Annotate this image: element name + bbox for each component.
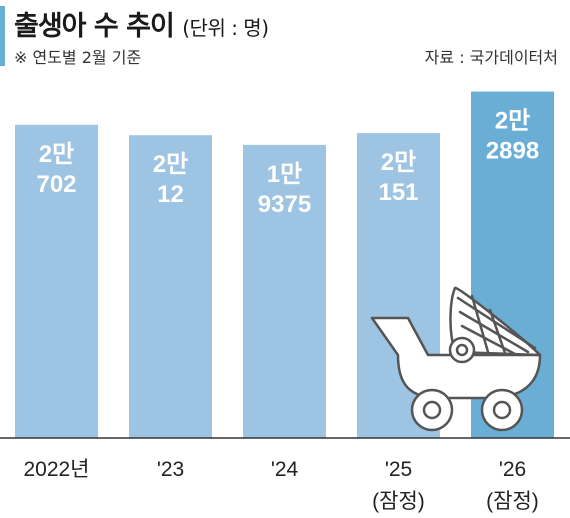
bars-group (15, 91, 554, 439)
x-tick-label-2-0: '24 (271, 458, 299, 481)
title-accent-bar (0, 6, 5, 66)
bar-labels-group: 2만 702 2만 12 1만 9375 2만 151 2만 2898 (36, 108, 539, 218)
bar-2 (243, 144, 326, 438)
x-tick-labels-group: 2022년 '23 '24 '25 (잠정) '26 (잠정) (23, 458, 538, 513)
x-tick-label-3-0: '25 (385, 458, 412, 481)
x-tick-label-4-0: '26 (499, 458, 526, 481)
chart-title-text: 출생아 수 추이 (14, 11, 175, 42)
bar-value-label-0-1: 702 (36, 171, 76, 198)
unit-label: (단위 : 명) (182, 16, 269, 40)
chart-note: ※ 연도별 2월 기준 (14, 48, 142, 67)
bar-value-label-1-1: 12 (157, 181, 184, 208)
bar-value-label-1-0: 2만 (153, 151, 188, 178)
x-tick-label-1-0: '23 (157, 458, 184, 481)
bar-value-label-2-1: 9375 (258, 191, 311, 218)
x-tick-label-3-1: (잠정) (372, 490, 425, 513)
bar-value-label-3-1: 151 (378, 179, 418, 206)
baby-stroller-icon (370, 286, 542, 432)
x-tick-label-0-0: 2022년 (23, 458, 89, 481)
bar-value-label-4-0: 2만 (495, 108, 530, 135)
bar-1 (129, 135, 212, 439)
x-tick-label-4-1: (잠정) (486, 490, 539, 513)
bar-value-label-0-0: 2만 (39, 141, 74, 168)
bar-value-label-3-0: 2만 (381, 149, 416, 176)
bar-value-label-2-0: 1만 (267, 161, 302, 188)
bar-value-label-4-1: 2898 (486, 138, 539, 165)
source-label: 자료 : 국가데이터처 (424, 48, 558, 67)
chart-title: 출생아 수 추이 (단위 : 명) (14, 4, 269, 43)
bar-0 (15, 124, 98, 438)
